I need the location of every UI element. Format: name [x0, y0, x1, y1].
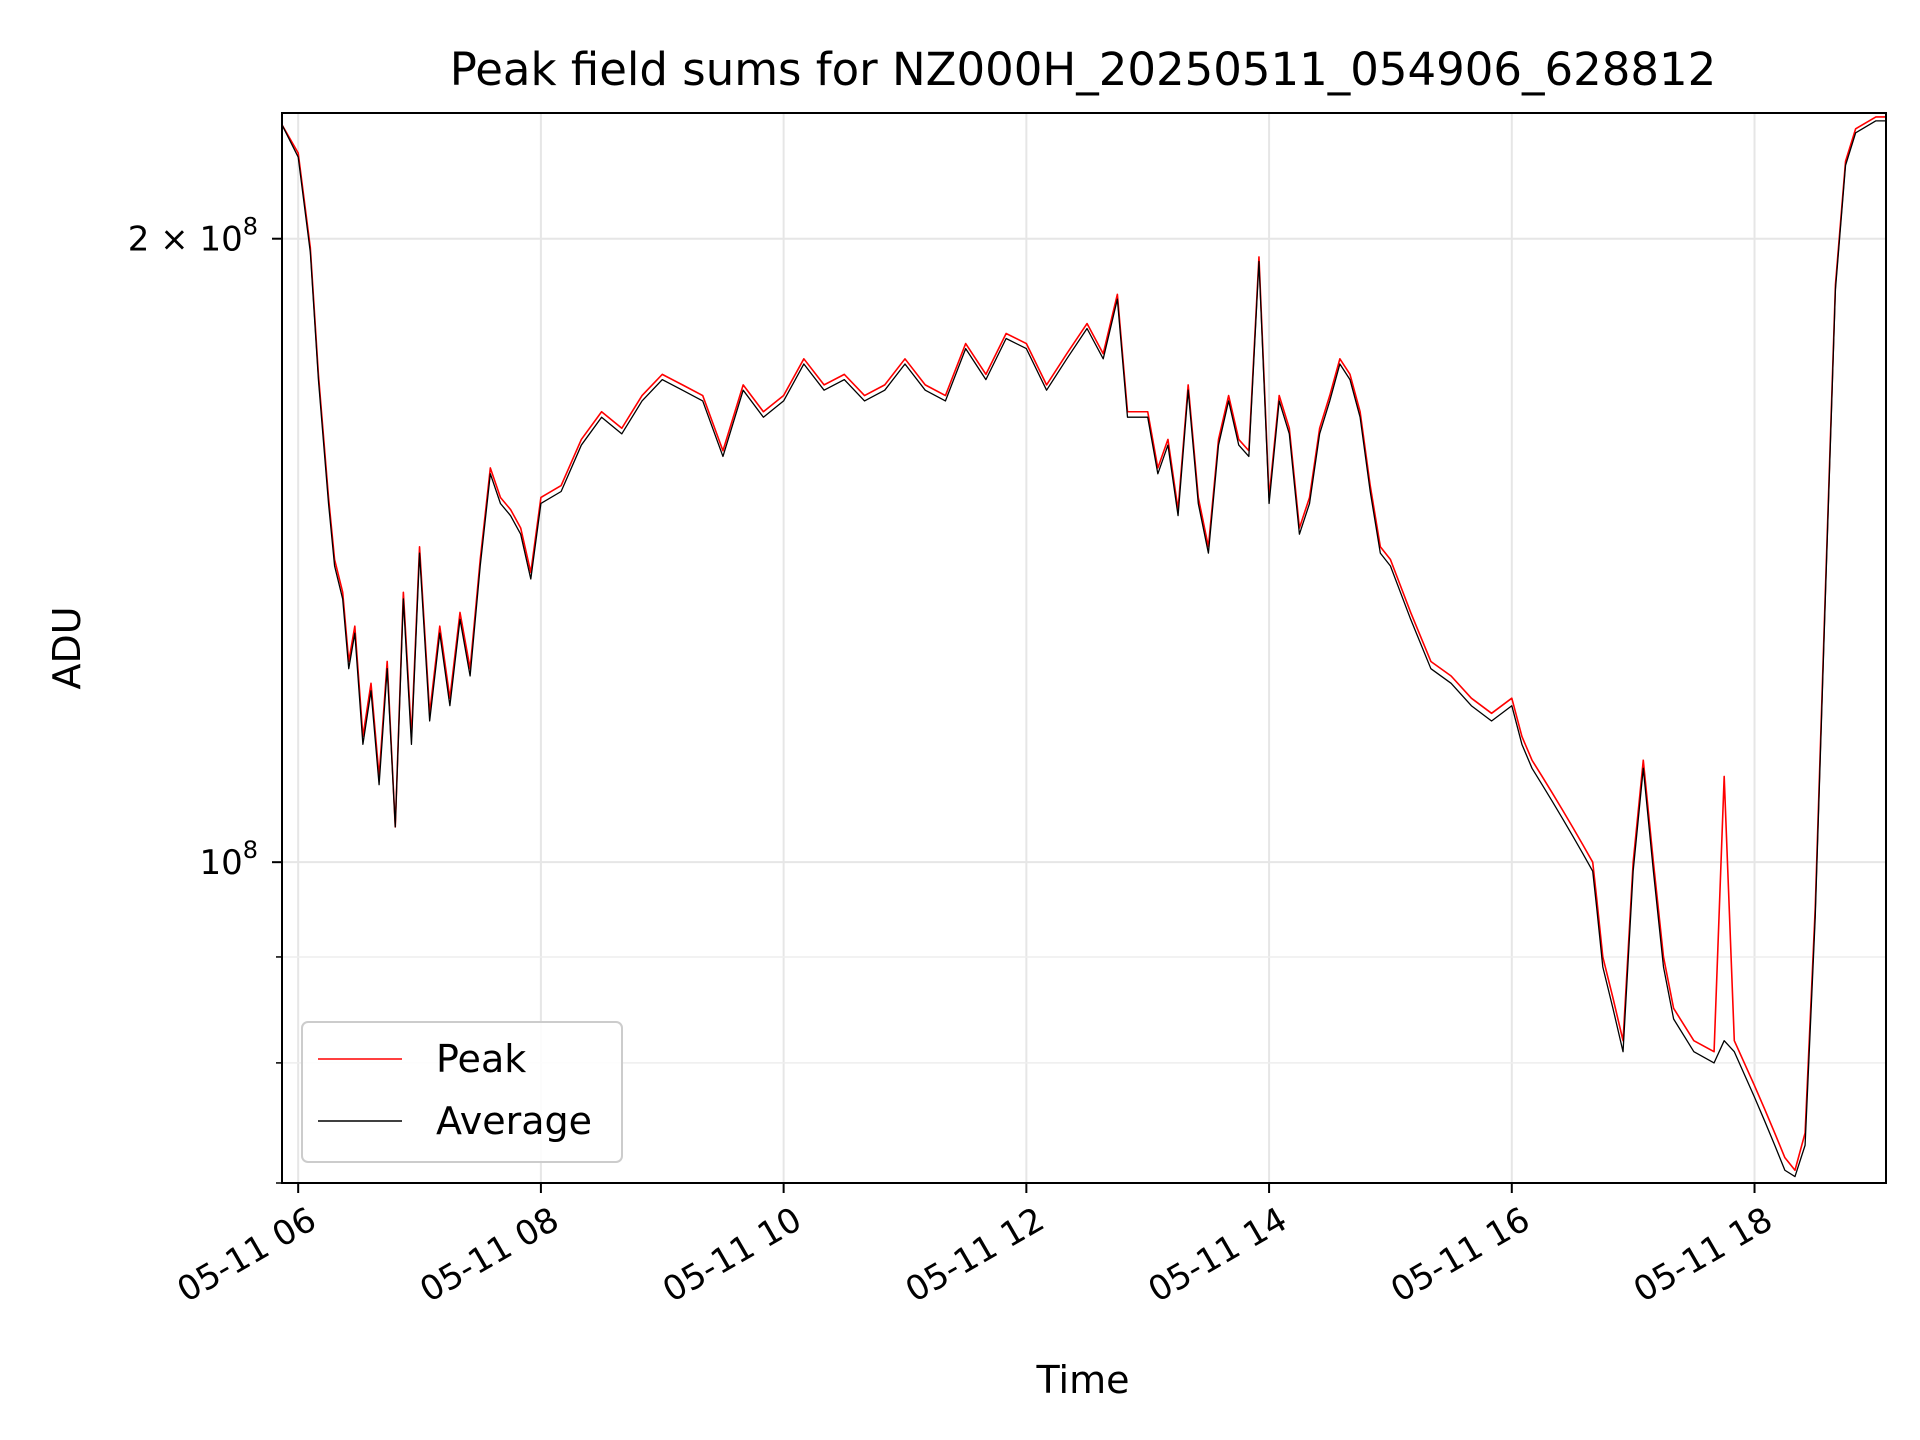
x-tick-label: 05-11 16 [1384, 1200, 1536, 1311]
x-tick-label: 05-11 10 [656, 1200, 808, 1311]
x-tick-label: 05-11 12 [899, 1200, 1051, 1311]
x-tick-label: 05-11 18 [1627, 1200, 1779, 1311]
x-tick-label: 05-11 08 [413, 1200, 565, 1311]
legend-label-peak: Peak [436, 1037, 526, 1081]
legend-box [301, 1021, 623, 1163]
legend-label-average: Average [436, 1099, 592, 1143]
legend: Peak Average [301, 1021, 623, 1163]
plot-frame [281, 112, 1887, 1184]
y-axis: 108 2 × 108 [128, 213, 282, 1184]
y-axis-label: ADU [45, 606, 89, 689]
x-tick-label: 05-11 14 [1142, 1200, 1294, 1311]
chart-title: Peak field sums for NZ000H_20250511_0549… [450, 43, 1717, 96]
y-tick-label: 2 × 108 [128, 213, 258, 260]
y-tick-label: 108 [199, 836, 258, 883]
series-line-peak [282, 116, 1886, 1172]
series-layer [282, 116, 1886, 1178]
x-tick-label: 05-11 06 [171, 1200, 323, 1311]
series-line-average [282, 120, 1886, 1178]
x-axis-label: Time [1036, 1358, 1130, 1402]
x-axis: 05-11 06 05-11 08 05-11 10 05-11 12 05-11 14… [171, 1183, 1779, 1311]
